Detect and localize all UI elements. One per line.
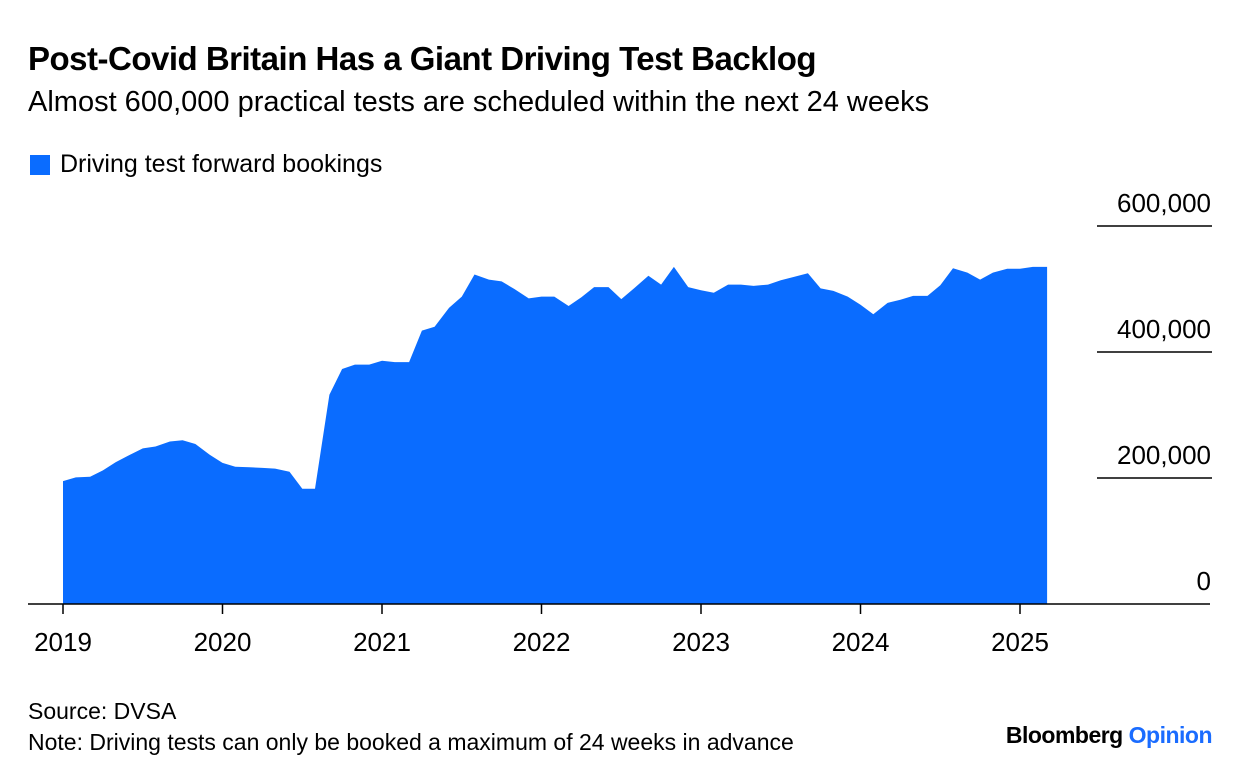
x-tick-label: 2023 [672,627,730,657]
brand-section: Opinion [1128,722,1213,748]
chart-subtitle: Almost 600,000 practical tests are sched… [28,86,930,118]
tick-labels: 0 200,000 400,000 600,000 2019 2020 2021 2022 20… [34,188,1211,657]
x-tick-label: 2025 [991,627,1049,657]
x-tick-label: 2019 [34,627,92,657]
brand-name: Bloomberg [1005,722,1123,748]
legend-swatch [30,154,50,175]
footnote: Note: Driving tests can only be booked a… [28,729,794,755]
y-tick-label: 200,000 [1117,440,1211,470]
legend: Driving test forward bookings [30,150,382,179]
source-note: Source: DVSA [28,698,177,724]
y-tick-label: 0 [1197,566,1211,596]
x-tick-label: 2020 [194,627,252,657]
gridlines [1097,225,1212,479]
y-tick-label: 600,000 [1117,188,1211,218]
series-area-layer [63,266,1048,604]
legend-label: Driving test forward bookings [60,150,383,178]
x-tick-label: 2024 [832,627,890,657]
x-tick-label: 2021 [353,627,411,657]
y-tick-label: 400,000 [1117,314,1211,344]
x-axis [28,603,1210,614]
x-tick-label: 2022 [513,627,571,657]
series-area [63,266,1048,604]
brand-logo: Bloomberg Opinion [1005,722,1213,749]
chart-title: Post-Covid Britain Has a Giant Driving T… [28,40,817,77]
